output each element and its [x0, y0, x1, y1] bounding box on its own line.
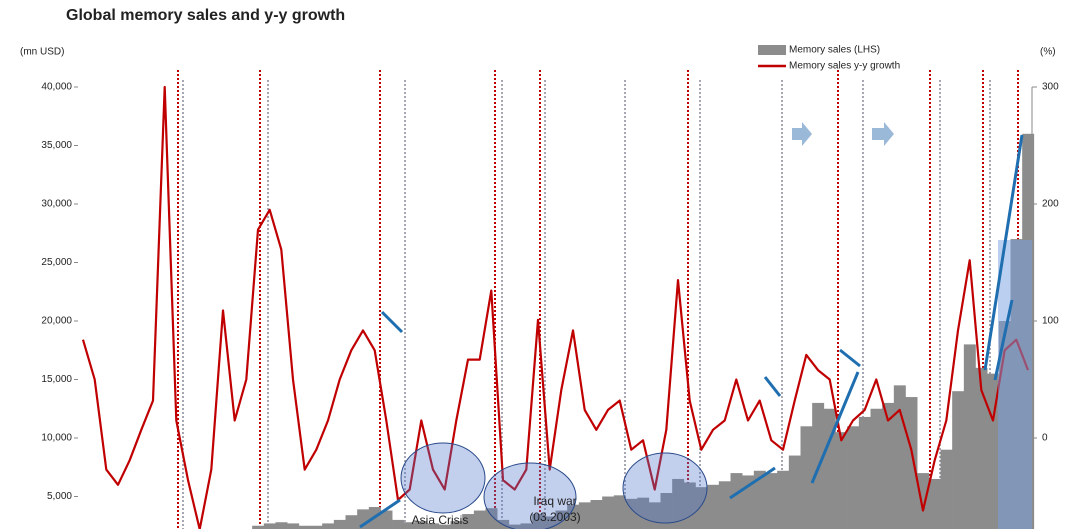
- bar: [975, 367, 988, 529]
- highlight-ellipse: [483, 462, 577, 529]
- bar: [777, 470, 790, 529]
- bar: [952, 391, 965, 529]
- y-tick-label: 10,000: [41, 433, 72, 444]
- bar: [485, 508, 498, 529]
- bar: [508, 524, 521, 529]
- bar: [555, 510, 568, 529]
- bar: [893, 385, 906, 529]
- bar: [987, 373, 1000, 529]
- bar: [427, 523, 440, 529]
- bar: [928, 478, 941, 529]
- bar: [683, 482, 696, 529]
- bar: [870, 408, 883, 529]
- legend-label: Memory sales y-y growth: [789, 61, 900, 72]
- bar: [532, 514, 545, 529]
- annotation: Asia Crisis: [412, 513, 469, 527]
- highlight-ellipse: [622, 452, 708, 524]
- highlight-ellipse: [400, 442, 486, 514]
- bar: [590, 500, 603, 529]
- annotation: (03.2003): [529, 510, 580, 524]
- bar: [753, 470, 766, 529]
- bar: [450, 521, 463, 529]
- bar: [298, 525, 311, 529]
- y-tick-label: 40,000: [41, 82, 72, 93]
- bar: [252, 525, 265, 529]
- bar: [835, 432, 848, 529]
- bar: [462, 514, 475, 529]
- bar: [287, 523, 300, 529]
- bar: [310, 525, 323, 529]
- bar: [672, 478, 685, 529]
- y-tick-label: 30,000: [41, 199, 72, 210]
- bar: [905, 397, 918, 529]
- y2-tick-label: 200: [1042, 199, 1059, 210]
- bar: [695, 487, 708, 529]
- bar: [275, 522, 288, 529]
- bar: [578, 502, 591, 529]
- line: [81, 85, 1030, 529]
- y2-tick-label: 300: [1042, 82, 1059, 93]
- y-axis-label: (mn USD): [20, 47, 64, 58]
- bar: [322, 523, 335, 529]
- bar: [648, 502, 661, 529]
- bar: [625, 498, 638, 529]
- y2-axis-label: (%): [1040, 47, 1056, 58]
- arrows: [359, 134, 1024, 529]
- y-tick-label: 15,000: [41, 374, 72, 385]
- bar: [847, 426, 860, 529]
- bar: [380, 510, 393, 529]
- bar: [602, 496, 615, 529]
- y-tick-label: 35,000: [41, 140, 72, 151]
- bar: [520, 523, 533, 529]
- overlay: Asia Crisis Iraq war (03.2003): [359, 122, 1032, 529]
- bar: [882, 402, 895, 529]
- legend-label: Memory sales (LHS): [789, 45, 880, 56]
- bar: [858, 416, 871, 529]
- bar: [415, 521, 428, 529]
- y2-tick-label: 0: [1042, 433, 1048, 444]
- bar: [917, 473, 930, 529]
- plot: [81, 85, 1035, 529]
- bar: [345, 515, 358, 529]
- bar: [613, 495, 626, 529]
- y-tick-label: 25,000: [41, 257, 72, 268]
- bar: [438, 524, 451, 529]
- chart-title: Global memory sales and y-y growth: [66, 7, 345, 24]
- bar: [403, 522, 416, 529]
- bar: [963, 344, 976, 529]
- y-tick-label: 20,000: [41, 316, 72, 327]
- bar: [788, 455, 801, 529]
- bar: [357, 509, 370, 529]
- bar: [660, 492, 673, 529]
- bar: [765, 473, 778, 529]
- bar: [742, 475, 755, 529]
- bar: [392, 519, 405, 529]
- legend-swatch: [758, 45, 786, 55]
- bar: [473, 510, 486, 529]
- bar: [707, 484, 720, 529]
- y-tick-label: 5,000: [47, 491, 72, 502]
- y2-tick-label: 100: [1042, 316, 1059, 327]
- annotation: Iraq war: [533, 494, 576, 508]
- bar: [333, 519, 346, 529]
- arrow-icons: [792, 122, 894, 146]
- bar: [543, 516, 556, 529]
- bar: [940, 449, 953, 529]
- bar: [718, 481, 731, 529]
- bar: [823, 408, 836, 529]
- bar: [567, 504, 580, 529]
- bar: [730, 473, 743, 529]
- bar: [263, 523, 276, 529]
- highlight: [998, 240, 1032, 529]
- bar: [800, 426, 813, 529]
- bar: [637, 497, 650, 529]
- legend: Memory sales (LHS) Memory sales y-y growt…: [758, 45, 900, 72]
